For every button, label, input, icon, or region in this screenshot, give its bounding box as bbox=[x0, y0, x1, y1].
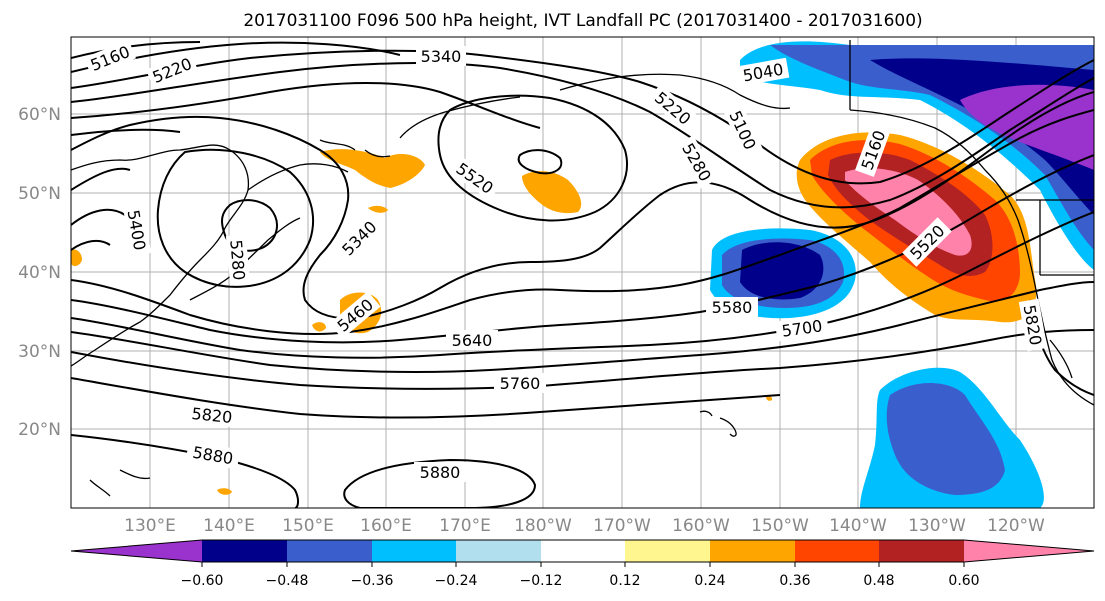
colorbar-segment bbox=[625, 540, 710, 562]
map-area: 5160 5220 5340 5040 5100 5220 5280 5520 … bbox=[71, 37, 1094, 508]
colorbar-segment bbox=[879, 540, 964, 562]
ivt-negative-southeast bbox=[860, 367, 1044, 508]
colorbar-tick-label: −0.48 bbox=[266, 573, 309, 589]
colorbar-tick-label: −0.24 bbox=[435, 573, 478, 589]
colorbar-tick-label: −0.36 bbox=[351, 573, 394, 589]
colorbar-segment bbox=[202, 540, 287, 562]
lon-label: 140°E bbox=[203, 516, 255, 536]
colorbar-tick-label: 0.48 bbox=[863, 573, 894, 589]
latitude-labels: 60°N 50°N 40°N 30°N 20°N bbox=[18, 105, 61, 440]
colorbar: −0.60 −0.48 −0.36 −0.24 −0.12 0.12 0.24 … bbox=[70, 539, 1095, 589]
lat-label: 60°N bbox=[18, 105, 61, 125]
lat-label: 20°N bbox=[18, 420, 61, 440]
colorbar-tick-label: 0.24 bbox=[694, 573, 725, 589]
colorbar-ticks bbox=[201, 562, 965, 567]
figure-title: 2017031100 F096 500 hPa height, IVT Land… bbox=[243, 11, 922, 31]
lon-label: 140°W bbox=[829, 516, 887, 536]
lon-label: 170°E bbox=[439, 516, 491, 536]
contour-label: 5820 bbox=[191, 404, 233, 427]
colorbar-tick-label: 0.60 bbox=[948, 573, 979, 589]
colorbar-segment bbox=[456, 540, 541, 562]
colorbar-segment bbox=[795, 540, 879, 562]
lon-label: 160°W bbox=[672, 516, 730, 536]
lat-label: 40°N bbox=[18, 263, 61, 283]
colorbar-segment bbox=[287, 540, 372, 562]
contour-label: 5880 bbox=[420, 463, 461, 482]
colorbar-segment bbox=[71, 540, 202, 562]
colorbar-segment bbox=[710, 540, 795, 562]
lon-label: 150°E bbox=[282, 516, 334, 536]
lat-label: 30°N bbox=[18, 342, 61, 362]
map-frame bbox=[70, 36, 1095, 509]
lon-label: 120°W bbox=[987, 516, 1045, 536]
lon-label: 170°W bbox=[593, 516, 651, 536]
lon-label: 160°E bbox=[360, 516, 412, 536]
contour-label: 5640 bbox=[452, 331, 493, 350]
colorbar-tick-label: 0.12 bbox=[609, 573, 640, 589]
contour-label: 5580 bbox=[712, 298, 753, 317]
lon-label: 130°E bbox=[124, 516, 176, 536]
lon-label: 150°W bbox=[751, 516, 809, 536]
contour-label: 5280 bbox=[226, 239, 248, 281]
ivt-negative-central bbox=[710, 228, 856, 319]
colorbar-segment bbox=[964, 540, 1094, 562]
lon-label: 130°W bbox=[908, 516, 966, 536]
colorbar-tick-label: −0.12 bbox=[520, 573, 563, 589]
lon-label: 180°W bbox=[514, 516, 572, 536]
contour-label: 5760 bbox=[500, 374, 541, 393]
colorbar-segment bbox=[541, 540, 625, 562]
colorbar-segment bbox=[372, 540, 456, 562]
coastlines bbox=[71, 40, 1094, 497]
contour-label: 5340 bbox=[421, 47, 462, 66]
colorbar-tick-label: 0.36 bbox=[779, 573, 810, 589]
height-contours bbox=[71, 41, 1094, 508]
longitude-labels: 130°E 140°E 150°E 160°E 170°E 180°W 170°… bbox=[124, 516, 1045, 536]
colorbar-tick-label: −0.60 bbox=[181, 573, 224, 589]
lat-label: 50°N bbox=[18, 184, 61, 204]
